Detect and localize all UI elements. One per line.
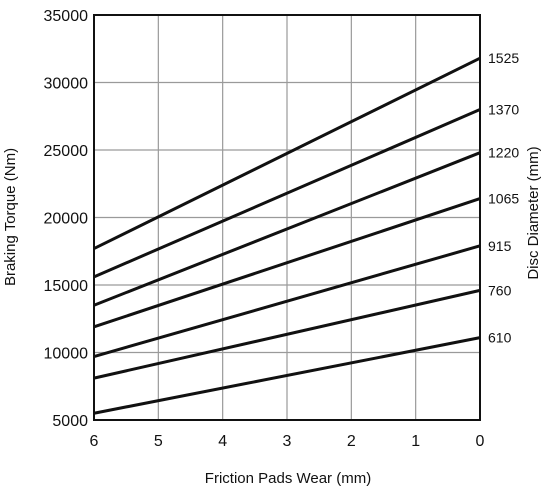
plot-frame — [93, 14, 481, 421]
y-tick-labels: 5000 10000 15000 20000 25000 30000 35000 — [44, 8, 89, 430]
y-tick-label: 20000 — [44, 211, 89, 228]
x-tick-label: 3 — [283, 433, 292, 450]
series-line-1370 — [93, 108, 481, 279]
series-line-1065 — [93, 197, 481, 329]
series-label-1525: 1525 — [488, 50, 519, 66]
disc-diameter-labels: 1525 1370 1220 1065 915 760 610 — [488, 50, 519, 345]
y-tick-label: 25000 — [44, 143, 89, 160]
x-tick-label: 6 — [90, 433, 99, 450]
series-line-915 — [93, 244, 481, 358]
series-line-610 — [93, 336, 481, 415]
y-tick-label: 30000 — [44, 76, 89, 93]
y-tick-label: 15000 — [44, 278, 89, 295]
y-tick-label: 35000 — [44, 8, 89, 25]
y2-axis-title: Disc Diameter (mm) — [525, 146, 542, 279]
y-tick-label: 5000 — [52, 413, 88, 430]
x-axis-title: Friction Pads Wear (mm) — [205, 470, 371, 487]
series-line-1525 — [93, 56, 481, 250]
y-tick-label: 10000 — [44, 346, 89, 363]
x-tick-label: 2 — [347, 433, 356, 450]
series-label-610: 610 — [488, 330, 512, 346]
y-axis-title: Braking Torque (Nm) — [2, 148, 19, 286]
series-lines — [93, 56, 481, 415]
x-tick-label: 0 — [476, 433, 485, 450]
x-tick-labels: 6 5 4 3 2 1 0 — [90, 433, 485, 450]
series-label-1370: 1370 — [488, 102, 519, 118]
series-label-1065: 1065 — [488, 191, 519, 207]
x-tick-label: 1 — [411, 433, 420, 450]
series-line-1220 — [93, 151, 481, 307]
series-label-760: 760 — [488, 282, 512, 298]
x-tick-label: 4 — [218, 433, 227, 450]
series-line-760 — [93, 288, 481, 380]
series-label-915: 915 — [488, 238, 512, 254]
series-label-1220: 1220 — [488, 145, 519, 161]
x-tick-label: 5 — [154, 433, 163, 450]
